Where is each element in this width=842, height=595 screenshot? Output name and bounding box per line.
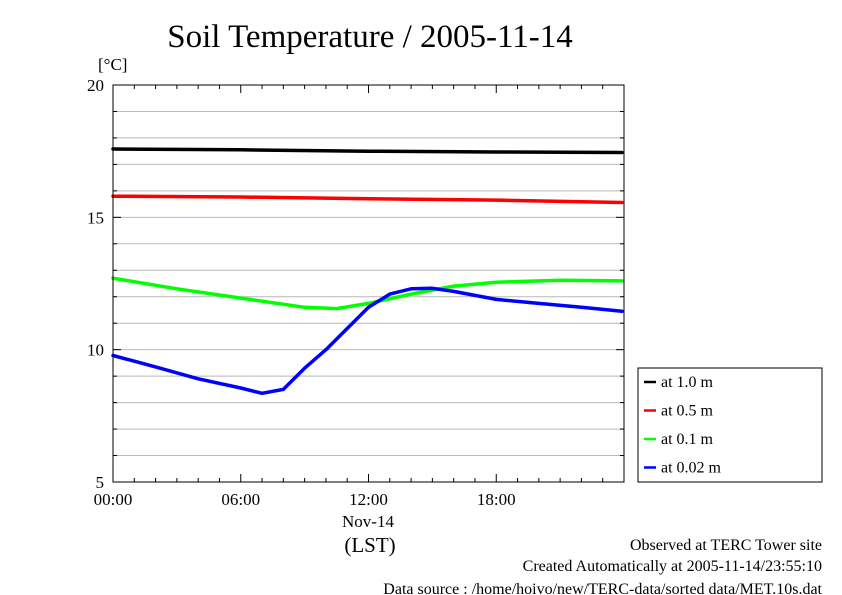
date-label: Nov-14 (342, 512, 394, 531)
x-axis-ticks: 00:00 06:00 12:00 18:00 (94, 85, 625, 509)
y-tick-label: 20 (87, 76, 104, 95)
x-tick-label: 12:00 (349, 490, 388, 509)
y-tick-label: 10 (87, 341, 104, 360)
series-line-0 (111, 147, 624, 155)
series-line-3 (111, 286, 624, 396)
legend-label: at 0.5 m (661, 403, 714, 420)
x-tick-label: 18:00 (477, 490, 516, 509)
legend-label: at 0.02 m (661, 460, 722, 477)
x-tick-label: 00:00 (94, 490, 133, 509)
x-axis-unit: (LST) (344, 533, 395, 557)
legend-label: at 0.1 m (661, 431, 714, 448)
y-tick-label: 15 (87, 208, 104, 227)
gridlines (113, 110, 624, 457)
y-axis-ticks: 5 10 15 20 (87, 76, 624, 492)
footer-created: Created Automatically at 2005-11-14/23:5… (523, 558, 822, 575)
series-line-2 (111, 276, 624, 311)
x-tick-label: 06:00 (221, 490, 260, 509)
series-group (111, 147, 624, 396)
footer-observed: Observed at TERC Tower site (630, 537, 822, 554)
legend: at 1.0 m at 0.5 m at 0.1 m at 0.02 m (637, 367, 823, 483)
y-axis-label: [°C] (98, 55, 127, 74)
footer-source: Data source : /home/hoivo/new/TERC-data/… (383, 581, 822, 595)
legend-box (637, 367, 823, 483)
legend-label: at 1.0 m (661, 374, 714, 391)
series-line-1 (111, 194, 624, 205)
plot-frame (112, 84, 625, 483)
chart-title: Soil Temperature / 2005-11-14 (167, 19, 573, 55)
y-tick-label: 5 (96, 473, 105, 492)
